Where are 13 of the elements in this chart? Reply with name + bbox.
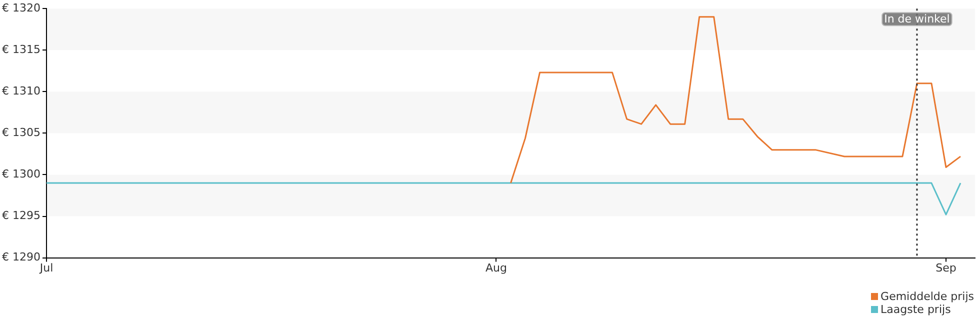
y-tick-label: € 1315: [2, 42, 40, 56]
y-tick-label: € 1290: [2, 250, 40, 264]
legend-label: Laagste prijs: [880, 303, 951, 316]
y-tick-label: € 1310: [2, 84, 40, 98]
ref-line-label: In de winkel: [884, 12, 950, 26]
y-tick-label: € 1305: [2, 126, 40, 140]
x-tick-label: Aug: [485, 261, 507, 274]
legend-label: Gemiddelde prijs: [880, 290, 974, 303]
x-tick-label: Jul: [38, 261, 54, 274]
y-tick-label: € 1295: [2, 209, 40, 222]
y-tick-label: € 1320: [2, 1, 40, 14]
x-tick-label: Sep: [936, 261, 956, 274]
y-tick-label: € 1300: [2, 168, 40, 181]
